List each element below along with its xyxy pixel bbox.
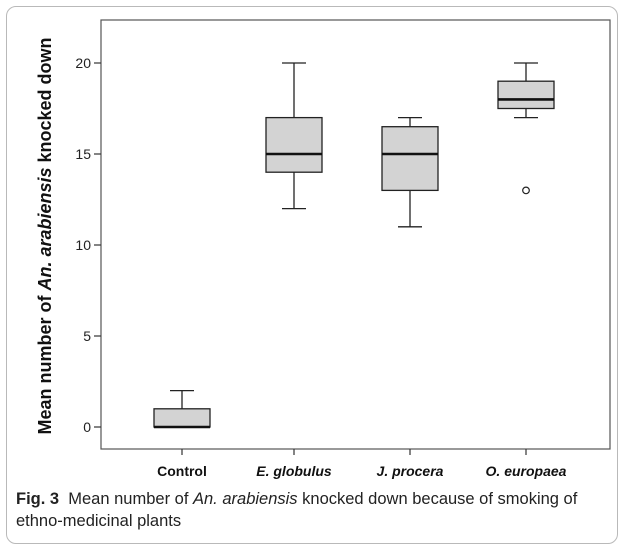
boxes-group (153, 62, 555, 429)
x-tick-label: Control (157, 463, 207, 479)
caption-text-before: Mean number of (68, 490, 193, 508)
y-axis-label-part: Mean number of (35, 291, 55, 435)
x-tick-label: E. globulus (256, 463, 332, 479)
caption-species: An. arabiensis (193, 490, 298, 508)
x-tick-label: J. procera (377, 463, 444, 479)
x-axis: Control E. globulus J. procera O. europaea (157, 449, 567, 479)
x-tick-label: O. europaea (486, 463, 567, 479)
figure-label: Fig. 3 (16, 490, 60, 508)
y-tick-label: 10 (75, 237, 91, 253)
caption-text-after: knocked down because of smoking of ethno… (16, 490, 578, 530)
box (153, 408, 211, 428)
y-tick-label: 0 (83, 419, 91, 435)
y-axis-label: Mean number of An. arabiensis knocked do… (35, 37, 55, 434)
y-tick-label: 20 (75, 55, 91, 71)
box-plot-chart: 0 5 10 15 20 Control E. globulus J. procera O. … (35, 19, 611, 479)
box (497, 80, 555, 110)
y-axis: 0 5 10 15 20 (75, 55, 101, 435)
y-axis-label-part: knocked down (35, 37, 55, 167)
figure-caption: Fig. 3 Mean number of An. arabiensis kno… (16, 488, 616, 532)
box (265, 116, 323, 173)
y-tick-label: 5 (83, 328, 91, 344)
box (381, 126, 439, 192)
y-tick-label: 15 (75, 146, 91, 162)
outlier-point (522, 186, 530, 195)
y-axis-label-part: An. arabiensis (35, 167, 55, 291)
